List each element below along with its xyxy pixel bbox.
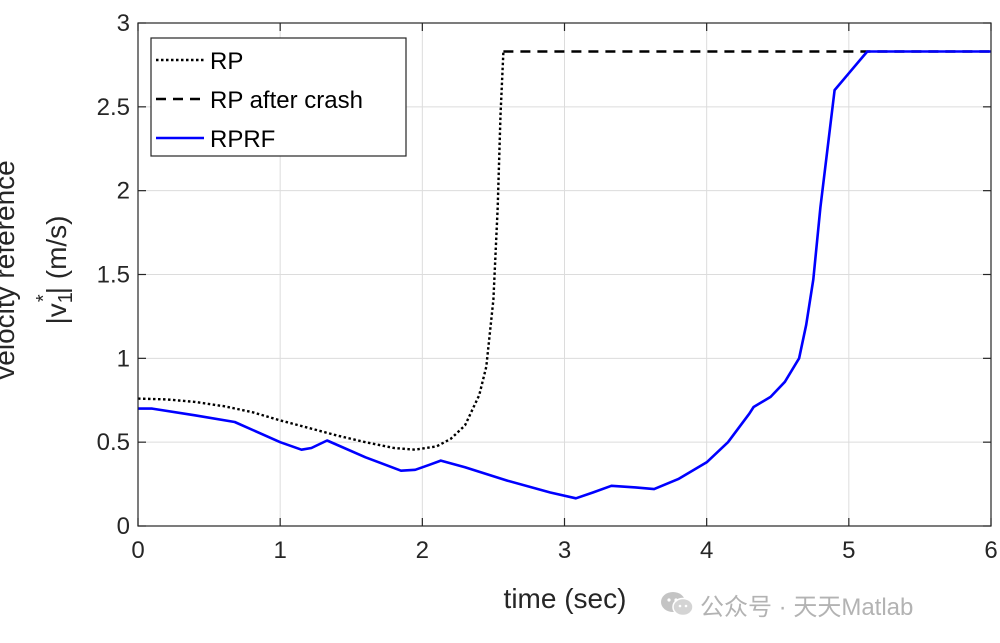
y-tick-label: 1 xyxy=(117,345,130,372)
y-tick-label: 1.5 xyxy=(97,262,130,289)
y-tick-label: 0 xyxy=(117,513,130,540)
y-axis-label-line2: |v1*| (m/s) xyxy=(33,215,77,324)
legend-label: RPRF xyxy=(210,126,275,153)
x-tick-label: 4 xyxy=(700,537,713,564)
watermark: 公众号 · 天天Matlab xyxy=(660,586,913,622)
x-axis-label: time (sec) xyxy=(504,583,627,614)
y-axis-label-superscript: * xyxy=(33,294,55,302)
legend-label: RP after crash xyxy=(210,87,363,114)
ticks: 0 1 2 3 4 5 6 0 0.5 1 1.5 2 2.5 3 xyxy=(97,10,998,564)
watermark-text: 公众号 · 天天Matlab xyxy=(700,593,914,621)
y-axis-label-subscript: 1 xyxy=(55,292,77,303)
y-axis-label-line1: velocity reference xyxy=(0,160,20,379)
y-axis-label-suffix: | (m/s) xyxy=(41,215,72,294)
legend-box xyxy=(150,37,407,157)
wechat-icon xyxy=(661,592,694,617)
x-tick-label: 2 xyxy=(416,537,429,564)
y-tick-label: 2 xyxy=(117,178,130,205)
series-line-rprf xyxy=(138,50,991,500)
y-axis-label-prefix: |v xyxy=(41,303,72,324)
series-line-rp xyxy=(137,51,505,451)
x-tick-label: 0 xyxy=(131,537,144,564)
legend-label: RP xyxy=(210,48,243,75)
x-tick-label: 1 xyxy=(273,537,286,564)
y-axis-label: velocity reference |v1*| (m/s) xyxy=(0,160,77,379)
y-tick-label: 2.5 xyxy=(97,94,130,121)
x-tick-label: 5 xyxy=(842,537,855,564)
x-tick-label: 6 xyxy=(984,537,997,564)
x-tick-label: 3 xyxy=(558,537,571,564)
plot-series xyxy=(137,50,991,500)
y-tick-label: 3 xyxy=(117,10,130,37)
y-tick-label: 0.5 xyxy=(97,429,130,456)
legend: RP RP after crash RPRF xyxy=(150,37,407,157)
